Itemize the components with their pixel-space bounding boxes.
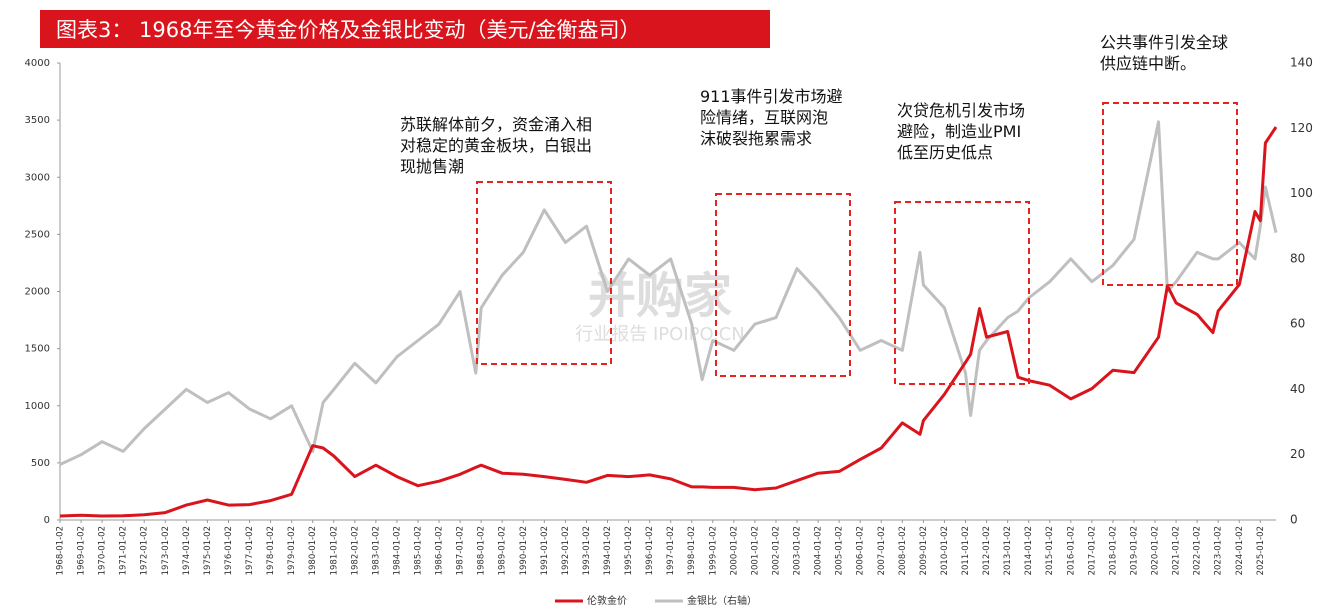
x-tick-label: 2000-01-02 xyxy=(729,526,739,575)
y-tick-label: 4000 xyxy=(25,58,50,69)
legend-label: 金银比（右轴） xyxy=(687,594,757,607)
x-tick-label: 1996-01-02 xyxy=(645,526,655,575)
y2-tick-label: 60 xyxy=(1290,317,1305,331)
x-tick-label: 1981-01-02 xyxy=(329,526,339,575)
y2-tick-label: 100 xyxy=(1290,186,1313,200)
x-tick-label: 1994-01-02 xyxy=(603,526,613,575)
watermark: 并购家 xyxy=(588,268,732,324)
x-tick-label: 1983-01-02 xyxy=(371,526,381,575)
y-tick-label: 0 xyxy=(44,515,50,526)
annotation: 公共事件引发全球供应链中断。 xyxy=(1100,33,1228,73)
x-tick-label: 2007-01-02 xyxy=(877,526,887,575)
x-tick-label: 2025-01-02 xyxy=(1256,526,1266,575)
x-tick-label: 1997-01-02 xyxy=(666,526,676,575)
x-tick-label: 2010-01-02 xyxy=(940,526,950,575)
x-tick-label: 1993-01-02 xyxy=(582,526,592,575)
chart-title: 图表3： 1968年至今黄金价格及金银比变动（美元/金衡盎司） xyxy=(56,18,641,42)
y2-tick-label: 80 xyxy=(1290,251,1305,265)
x-tick-label: 2006-01-02 xyxy=(856,526,866,575)
x-tick-label: 2009-01-02 xyxy=(919,526,929,575)
x-tick-label: 1978-01-02 xyxy=(266,526,276,575)
x-tick-label: 1980-01-02 xyxy=(308,526,318,575)
x-tick-label: 2001-01-02 xyxy=(750,526,760,575)
y-tick-label: 500 xyxy=(31,458,50,469)
x-tick-label: 2022-01-02 xyxy=(1193,526,1203,575)
x-tick-label: 2020-01-02 xyxy=(1151,526,1161,575)
x-tick-label: 1982-01-02 xyxy=(350,526,360,575)
x-tick-label: 2015-01-02 xyxy=(1045,526,1055,575)
x-tick-label: 1975-01-02 xyxy=(203,526,213,575)
y2-tick-label: 20 xyxy=(1290,447,1305,461)
x-tick-label: 1969-01-02 xyxy=(77,526,87,575)
y-tick-label: 2000 xyxy=(25,287,50,298)
watermark: 行业报告 IPOIPO.CN xyxy=(575,324,744,345)
x-tick-label: 1986-01-02 xyxy=(435,526,445,575)
x-tick-label: 1977-01-02 xyxy=(245,526,255,575)
series-line xyxy=(59,120,1278,466)
y-tick-label: 3000 xyxy=(25,172,50,183)
y-tick-label: 3500 xyxy=(25,115,50,126)
x-tick-label: 1974-01-02 xyxy=(182,526,192,575)
x-tick-label: 1972-01-02 xyxy=(140,526,150,575)
x-tick-label: 2014-01-02 xyxy=(1024,526,1034,575)
y-tick-label: 1000 xyxy=(25,401,50,412)
series-line xyxy=(59,126,1278,518)
annotation-box xyxy=(715,193,851,377)
x-tick-label: 1998-01-02 xyxy=(687,526,697,575)
annotation-box xyxy=(1102,102,1238,286)
x-tick-label: 1990-01-02 xyxy=(519,526,529,575)
y2-tick-label: 0 xyxy=(1290,513,1298,527)
x-tick-label: 1988-01-02 xyxy=(477,526,487,575)
legend-label: 伦敦金价 xyxy=(587,594,627,607)
annotation: 次贷危机引发市场避险，制造业PMI 低至历史低点 xyxy=(897,101,1025,162)
x-tick-label: 1976-01-02 xyxy=(224,526,234,575)
x-tick-label: 1984-01-02 xyxy=(392,526,402,575)
x-tick-label: 1995-01-02 xyxy=(624,526,634,575)
x-tick-label: 1992-01-02 xyxy=(561,526,571,575)
x-tick-label: 1968-01-02 xyxy=(56,526,66,575)
y-tick-label: 2500 xyxy=(25,229,50,240)
annotation: 苏联解体前夕，资金涌入相对稳定的黄金板块，白银出现抛售潮 xyxy=(400,115,592,176)
x-tick-label: 2018-01-02 xyxy=(1108,526,1118,575)
x-tick-label: 1979-01-02 xyxy=(287,526,297,575)
x-tick-label: 2019-01-02 xyxy=(1129,526,1139,575)
x-tick-label: 1970-01-02 xyxy=(98,526,108,575)
x-tick-label: 1991-01-02 xyxy=(540,526,550,575)
x-tick-label: 2023-01-02 xyxy=(1214,526,1224,575)
x-tick-label: 2017-01-02 xyxy=(1087,526,1097,575)
title-bar xyxy=(40,10,770,48)
x-tick-label: 2016-01-02 xyxy=(1066,526,1076,575)
x-tick-label: 1989-01-02 xyxy=(498,526,508,575)
x-tick-label: 2011-01-02 xyxy=(961,526,971,575)
y2-tick-label: 120 xyxy=(1290,121,1313,135)
x-tick-label: 2003-01-02 xyxy=(793,526,803,575)
x-tick-label: 1973-01-02 xyxy=(161,526,171,575)
x-tick-label: 1971-01-02 xyxy=(119,526,129,575)
annotation-box xyxy=(894,201,1030,385)
x-tick-label: 2004-01-02 xyxy=(814,526,824,575)
y-tick-label: 1500 xyxy=(25,344,50,355)
annotation-box xyxy=(476,181,612,365)
y2-tick-label: 40 xyxy=(1290,382,1305,396)
x-tick-label: 2005-01-02 xyxy=(835,526,845,575)
x-tick-label: 1999-01-02 xyxy=(708,526,718,575)
x-tick-label: 2013-01-02 xyxy=(1003,526,1013,575)
x-tick-label: 2008-01-02 xyxy=(898,526,908,575)
x-tick-label: 1985-01-02 xyxy=(413,526,423,575)
x-tick-label: 2002-01-02 xyxy=(771,526,781,575)
x-tick-label: 2024-01-02 xyxy=(1235,526,1245,575)
x-tick-label: 1987-01-02 xyxy=(456,526,466,575)
y2-tick-label: 140 xyxy=(1290,56,1313,70)
annotation: 911事件引发市场避险情绪，互联网泡沫破裂拖累需求 xyxy=(700,87,843,148)
x-tick-label: 2012-01-02 xyxy=(982,526,992,575)
x-tick-label: 2021-01-02 xyxy=(1172,526,1182,575)
